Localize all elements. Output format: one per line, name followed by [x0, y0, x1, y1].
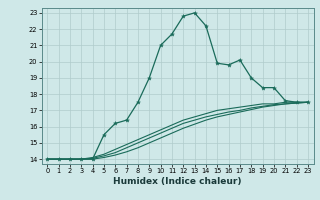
- X-axis label: Humidex (Indice chaleur): Humidex (Indice chaleur): [113, 177, 242, 186]
